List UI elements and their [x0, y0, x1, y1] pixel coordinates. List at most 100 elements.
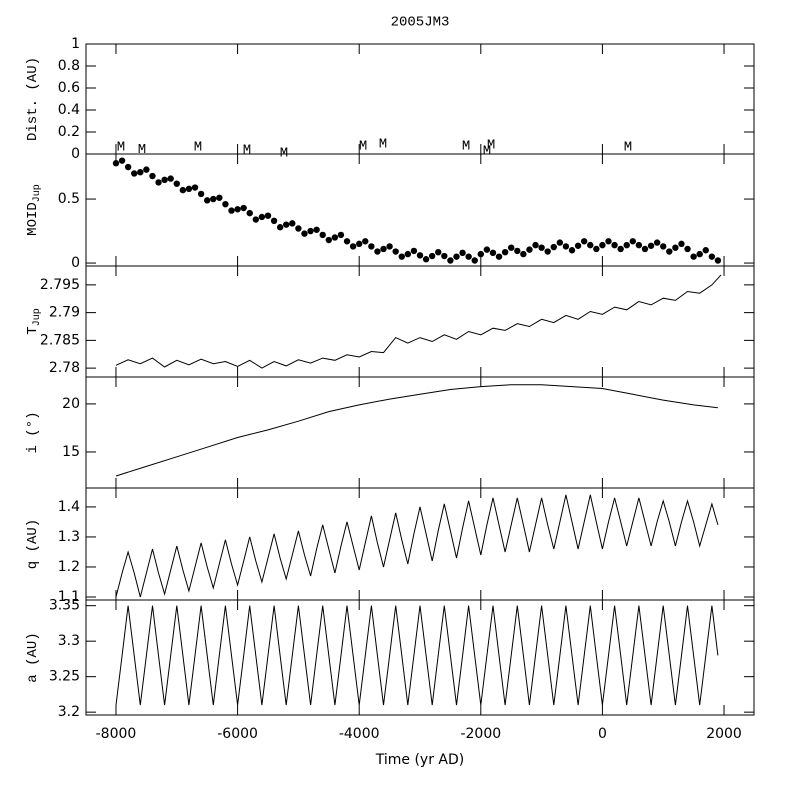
x-tick-label: -6000: [217, 726, 258, 742]
point: [702, 247, 709, 254]
panel-frame: [85, 43, 755, 155]
point: [112, 160, 120, 167]
point: [155, 179, 162, 186]
point: [660, 243, 667, 250]
point: [124, 163, 132, 171]
point: [714, 257, 722, 264]
point: [222, 200, 229, 208]
y-axis-label-text: MOID: [25, 202, 41, 236]
y-tick-label: 3.3: [58, 633, 80, 649]
point: [258, 213, 266, 221]
x-tick-label: 0: [598, 726, 607, 742]
marker-label: M: [379, 137, 387, 153]
point: [647, 242, 655, 249]
point: [599, 241, 606, 249]
marker-label: M: [138, 142, 146, 158]
y-axis-label-text: q (AU): [25, 519, 41, 569]
point: [629, 238, 637, 245]
y-tick-label: 15: [62, 444, 80, 460]
panel-frame: [85, 153, 755, 267]
point: [343, 238, 351, 245]
marker-label: M: [624, 140, 632, 156]
point: [185, 185, 193, 193]
series-line: [115, 605, 719, 706]
y-tick-label: 2.78: [49, 360, 80, 376]
point: [289, 220, 296, 227]
point: [118, 157, 126, 164]
y-tick-label: 0.8: [58, 58, 80, 74]
y-tick-label: 1.3: [58, 529, 80, 545]
point: [216, 194, 223, 201]
marker-label: M: [483, 144, 491, 160]
point: [514, 247, 521, 255]
point: [404, 250, 412, 258]
panel-frame: [85, 265, 755, 378]
point: [611, 241, 618, 249]
marker-label: M: [359, 139, 367, 155]
y-tick-label: 1.1: [58, 589, 80, 605]
point: [532, 241, 539, 249]
point: [483, 246, 491, 253]
point: [301, 230, 308, 237]
x-axis-label: Time (yr AD): [375, 752, 464, 768]
point: [246, 209, 253, 217]
point: [666, 248, 673, 255]
point: [410, 247, 418, 255]
point: [653, 239, 661, 246]
point: [149, 172, 156, 180]
y-axis-label: i (°): [25, 411, 41, 453]
point: [228, 207, 235, 214]
y-tick-label: 3.35: [49, 598, 80, 614]
x-tick-label: 2000: [706, 726, 742, 742]
y-axis-label-text: T: [25, 326, 41, 334]
point: [635, 241, 643, 249]
point: [623, 241, 630, 249]
y-tick-label: 20: [62, 396, 80, 412]
point: [568, 247, 576, 254]
marker-label: M: [117, 140, 125, 156]
y-tick-label: 0: [71, 255, 80, 271]
point: [690, 253, 697, 260]
series-line: [115, 494, 719, 598]
point: [477, 250, 485, 258]
point: [380, 245, 387, 253]
point: [203, 197, 211, 204]
point: [678, 240, 685, 248]
y-axis-label: MOIDJup: [25, 184, 43, 236]
point: [544, 248, 551, 255]
y-axis-label: Dist. (AU): [25, 57, 41, 141]
point: [131, 170, 138, 177]
panel-frame: [85, 376, 755, 489]
point: [197, 190, 205, 198]
point: [453, 253, 460, 260]
point: [708, 253, 716, 260]
y-axis-label: q (AU): [25, 519, 41, 569]
point: [173, 180, 180, 187]
point: [240, 204, 247, 212]
point: [580, 238, 588, 245]
y-axis-label: a (AU): [25, 632, 41, 682]
point: [696, 250, 703, 258]
point: [191, 184, 199, 191]
y-axis-label: TJup: [25, 308, 43, 334]
panel-frame: [85, 599, 755, 716]
point: [295, 225, 302, 232]
point: [337, 231, 345, 239]
y-tick-label: 0: [71, 146, 80, 162]
point: [319, 231, 326, 239]
series-line: [115, 384, 718, 477]
point: [392, 248, 399, 255]
y-axis-label-text: Dist. (AU): [25, 57, 41, 141]
point: [684, 245, 691, 253]
point: [167, 175, 174, 182]
point: [252, 216, 260, 223]
point: [307, 227, 314, 235]
point: [349, 243, 357, 250]
point: [234, 206, 241, 213]
y-tick-label: 1.2: [58, 559, 80, 575]
point: [368, 243, 375, 250]
x-tick-label: -2000: [460, 726, 501, 742]
point: [508, 244, 515, 251]
y-tick-label: 3.25: [49, 669, 80, 685]
